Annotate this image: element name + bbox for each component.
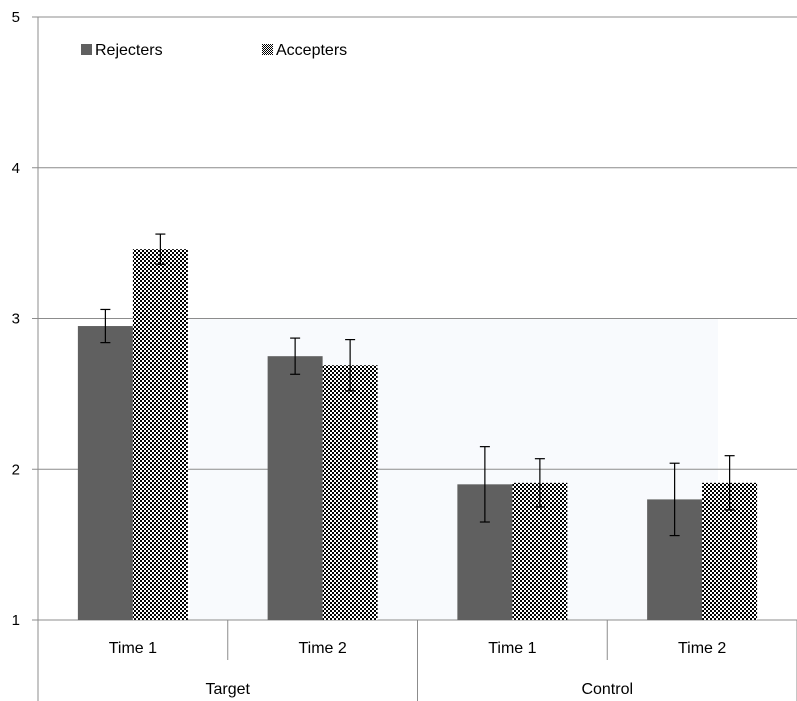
legend-label-accepters: Accepters xyxy=(276,42,347,59)
x-category-label: Time 2 xyxy=(678,640,726,657)
x-group-label: Target xyxy=(206,681,251,698)
legend-label-rejecters: Rejecters xyxy=(95,42,163,59)
x-group-label: Control xyxy=(581,681,633,698)
bars xyxy=(77,249,758,620)
bar-rejecters xyxy=(77,326,133,620)
y-tick-label: 5 xyxy=(12,9,20,26)
legend-swatch-rejecters xyxy=(81,44,92,55)
x-category-label: Time 2 xyxy=(298,640,346,657)
legend: Rejecters Accepters xyxy=(81,42,347,59)
bar-accepters xyxy=(322,365,378,620)
x-category-label: Time 1 xyxy=(109,640,157,657)
bar-rejecters xyxy=(267,356,323,620)
x-category-label: Time 1 xyxy=(488,640,536,657)
y-tick-label: 1 xyxy=(12,612,20,629)
bar-accepters xyxy=(132,249,188,620)
y-tick-label: 4 xyxy=(12,160,20,177)
error-bars xyxy=(100,233,735,537)
legend-swatch-accepters xyxy=(262,44,273,55)
y-tick-label: 2 xyxy=(12,461,20,478)
axis-labels: 1 2 3 4 5 Time 1 Time 2 Time 1 Time 2 Target Contr… xyxy=(12,9,727,698)
y-tick-label: 3 xyxy=(12,311,20,328)
